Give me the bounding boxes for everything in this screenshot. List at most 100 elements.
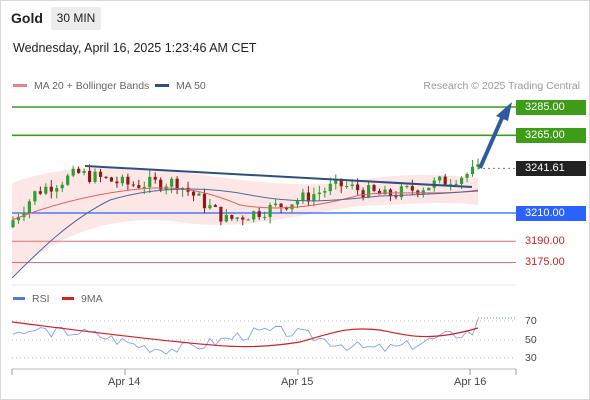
candle-body [416,190,420,194]
rsi-line [12,318,479,355]
candle-body [38,191,42,194]
legend-9ma: 9MA [62,293,103,305]
candle-body [317,192,321,195]
instrument-title: Gold [11,10,43,26]
candle-body [49,186,53,192]
candle-body [377,190,382,195]
candle-body [350,184,354,186]
candle-body [470,166,475,175]
candle-body [98,171,103,177]
legend-ma50: MA 50 [155,80,206,92]
candle-body [142,187,146,189]
candle-body [366,185,371,198]
candle-body [476,164,480,167]
candle-body [159,179,163,190]
candle-body [191,191,196,196]
legend-rsi: RSI [13,293,50,305]
legend-ma20-label: MA 20 + Bollinger Bands [34,80,150,92]
candle-body [235,217,239,219]
candle-body [11,220,15,228]
candle-body [465,174,469,178]
legend-ma20: MA 20 + Bollinger Bands [13,80,149,92]
candle-body [427,187,431,191]
candle-body [394,196,398,198]
candle-body [383,189,387,195]
candle-body [175,178,179,190]
candle-body [334,178,338,184]
candle-body [443,176,447,185]
candle-body [230,214,234,219]
ma20-swatch [13,83,27,87]
candle-body [306,192,311,202]
candle-body [268,204,272,217]
candle-body [323,191,327,193]
timeframe-button[interactable]: 30 MIN [51,7,101,30]
candle-body [284,207,289,210]
candle-body [170,178,174,187]
candle-body [405,186,409,188]
candle-body [55,188,59,192]
candle-body [137,185,141,188]
projection-arrow-shaft [478,117,504,169]
legend-9ma-label: 9MA [81,293,103,305]
candle-body [345,185,349,187]
resistance-trendline [84,165,473,188]
candle-body [131,184,135,186]
x-tick-apr16: Apr 16 [454,376,487,388]
candle-body [126,176,130,185]
candle-body [60,184,64,189]
candle-body [312,194,316,202]
candle-body [115,181,119,184]
candle-body [410,186,414,191]
candle-body [399,186,404,198]
rsi-swatch [13,296,25,300]
candle-body [361,190,365,198]
datetime-label: Wednesday, April 16, 2025 1:23:46 AM CET [13,41,257,55]
rsi-ma9-line [11,321,479,348]
candle-body [295,200,300,205]
candle-body [82,170,86,173]
candle-body [93,171,97,182]
candle-body [16,217,21,221]
candle-body [279,203,283,208]
level-label-current: 3241.61 [516,161,586,176]
rsi-tick-70: 70 [525,315,537,327]
candle-body [71,168,75,176]
candle-body [459,177,464,184]
ma20-line [11,187,479,221]
candle-body [252,211,256,220]
level-label-3175: 3175.00 [525,256,565,268]
candle-body [454,183,458,185]
level-label-3190: 3190.00 [525,235,565,247]
candle-body [339,178,343,187]
candle-body [213,205,218,207]
candle-body [148,176,152,188]
candle-body [109,177,114,182]
candle-body [241,217,245,220]
candle-body [301,192,305,201]
candle-body [202,193,207,209]
candle-body [208,205,212,209]
legend-ma50-label: MA 50 [176,80,206,92]
candle-body [273,203,278,205]
ma50-swatch [155,83,169,87]
ma50-line [11,188,479,279]
legend-rsi-label: RSI [32,293,50,305]
candle-body [27,201,32,213]
candle-body [438,176,442,181]
candle-body [449,184,453,186]
candle-body [224,214,228,222]
projection-arrow-head [496,102,512,121]
candle-body [77,168,81,173]
level-label-3265: 3265.00 [516,128,586,143]
x-tick-apr15: Apr 15 [281,376,314,388]
candle-body [328,183,332,192]
credit-label: Research © 2025 Trading Central [423,80,580,92]
rsi-tick-50: 50 [525,334,537,346]
candle-body [356,184,360,191]
candle-body [44,186,48,194]
candle-body [120,176,125,184]
candle-body [104,176,108,178]
level-label-3285: 3285.00 [516,100,586,115]
